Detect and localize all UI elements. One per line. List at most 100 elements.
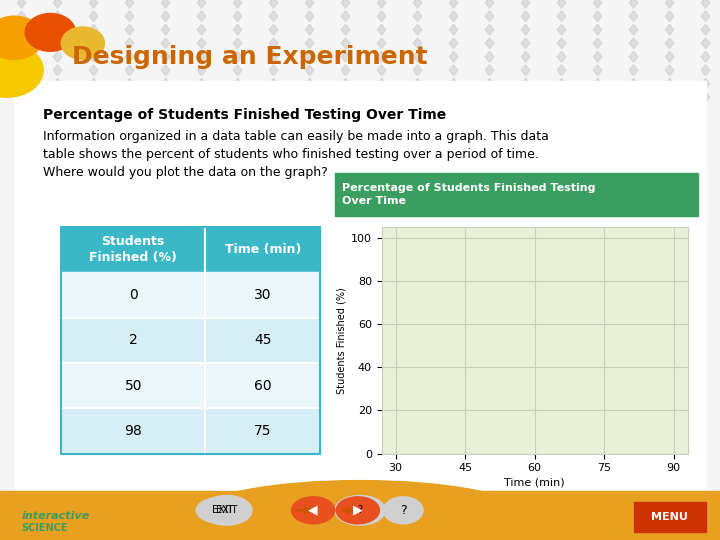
Polygon shape — [557, 11, 566, 22]
Polygon shape — [197, 0, 206, 8]
Text: Percentage of Students Finished Testing
Over Time: Percentage of Students Finished Testing … — [342, 183, 595, 206]
Polygon shape — [449, 92, 458, 103]
Polygon shape — [89, 78, 98, 89]
Polygon shape — [377, 24, 386, 35]
Polygon shape — [557, 78, 566, 89]
Polygon shape — [485, 24, 494, 35]
Polygon shape — [89, 92, 98, 103]
X-axis label: Time (min): Time (min) — [504, 477, 565, 488]
Polygon shape — [341, 11, 350, 22]
Polygon shape — [161, 38, 170, 49]
Polygon shape — [557, 92, 566, 103]
Polygon shape — [665, 0, 674, 8]
Text: 30: 30 — [254, 288, 271, 302]
Polygon shape — [701, 51, 710, 62]
Text: 98: 98 — [125, 424, 142, 438]
Polygon shape — [701, 0, 710, 8]
Polygon shape — [629, 92, 638, 103]
Ellipse shape — [202, 496, 252, 525]
Polygon shape — [377, 0, 386, 8]
Polygon shape — [413, 0, 422, 8]
Polygon shape — [521, 24, 530, 35]
Polygon shape — [701, 65, 710, 76]
Polygon shape — [377, 11, 386, 22]
Polygon shape — [197, 78, 206, 89]
Polygon shape — [665, 78, 674, 89]
Polygon shape — [665, 38, 674, 49]
Polygon shape — [269, 0, 278, 8]
Polygon shape — [269, 65, 278, 76]
Polygon shape — [305, 65, 314, 76]
Bar — [61, 272, 320, 318]
Polygon shape — [125, 78, 134, 89]
Polygon shape — [701, 38, 710, 49]
Polygon shape — [413, 65, 422, 76]
Polygon shape — [593, 24, 602, 35]
Polygon shape — [449, 11, 458, 22]
Ellipse shape — [336, 497, 379, 524]
Polygon shape — [233, 11, 242, 22]
Polygon shape — [629, 78, 638, 89]
Polygon shape — [89, 11, 98, 22]
Polygon shape — [485, 38, 494, 49]
Circle shape — [0, 16, 43, 59]
Polygon shape — [449, 0, 458, 8]
Bar — [14, 81, 706, 491]
Polygon shape — [593, 65, 602, 76]
Polygon shape — [629, 11, 638, 22]
Polygon shape — [413, 38, 422, 49]
Polygon shape — [341, 38, 350, 49]
Text: ?: ? — [357, 505, 363, 515]
Bar — [61, 227, 320, 272]
Polygon shape — [197, 92, 206, 103]
Polygon shape — [521, 38, 530, 49]
Ellipse shape — [196, 497, 251, 524]
Polygon shape — [197, 51, 206, 62]
Polygon shape — [161, 92, 170, 103]
Polygon shape — [17, 0, 26, 8]
Y-axis label: Students Finished (%): Students Finished (%) — [337, 287, 347, 394]
Polygon shape — [125, 38, 134, 49]
Polygon shape — [593, 92, 602, 103]
Circle shape — [61, 27, 104, 59]
Polygon shape — [593, 0, 602, 8]
Polygon shape — [233, 51, 242, 62]
Polygon shape — [701, 24, 710, 35]
Polygon shape — [701, 11, 710, 22]
Polygon shape — [53, 0, 62, 8]
Text: 45: 45 — [254, 333, 271, 347]
Polygon shape — [629, 51, 638, 62]
Polygon shape — [125, 24, 134, 35]
Polygon shape — [161, 11, 170, 22]
Polygon shape — [305, 24, 314, 35]
Polygon shape — [305, 92, 314, 103]
Polygon shape — [161, 78, 170, 89]
Polygon shape — [629, 0, 638, 8]
Polygon shape — [701, 78, 710, 89]
Polygon shape — [629, 38, 638, 49]
Polygon shape — [341, 65, 350, 76]
Polygon shape — [593, 38, 602, 49]
Polygon shape — [125, 65, 134, 76]
Polygon shape — [197, 38, 206, 49]
Polygon shape — [17, 38, 26, 49]
Polygon shape — [449, 24, 458, 35]
Polygon shape — [521, 11, 530, 22]
Polygon shape — [377, 92, 386, 103]
Polygon shape — [449, 65, 458, 76]
Bar — [61, 408, 320, 454]
Text: ?: ? — [400, 504, 407, 517]
Polygon shape — [53, 38, 62, 49]
Polygon shape — [161, 24, 170, 35]
Polygon shape — [413, 11, 422, 22]
Polygon shape — [377, 38, 386, 49]
Polygon shape — [377, 78, 386, 89]
Text: Students
Finished (%): Students Finished (%) — [89, 235, 177, 264]
Polygon shape — [341, 0, 350, 8]
Text: ▶: ▶ — [353, 504, 363, 517]
Polygon shape — [341, 24, 350, 35]
Polygon shape — [269, 78, 278, 89]
Polygon shape — [521, 51, 530, 62]
Polygon shape — [305, 11, 314, 22]
Polygon shape — [521, 0, 530, 8]
